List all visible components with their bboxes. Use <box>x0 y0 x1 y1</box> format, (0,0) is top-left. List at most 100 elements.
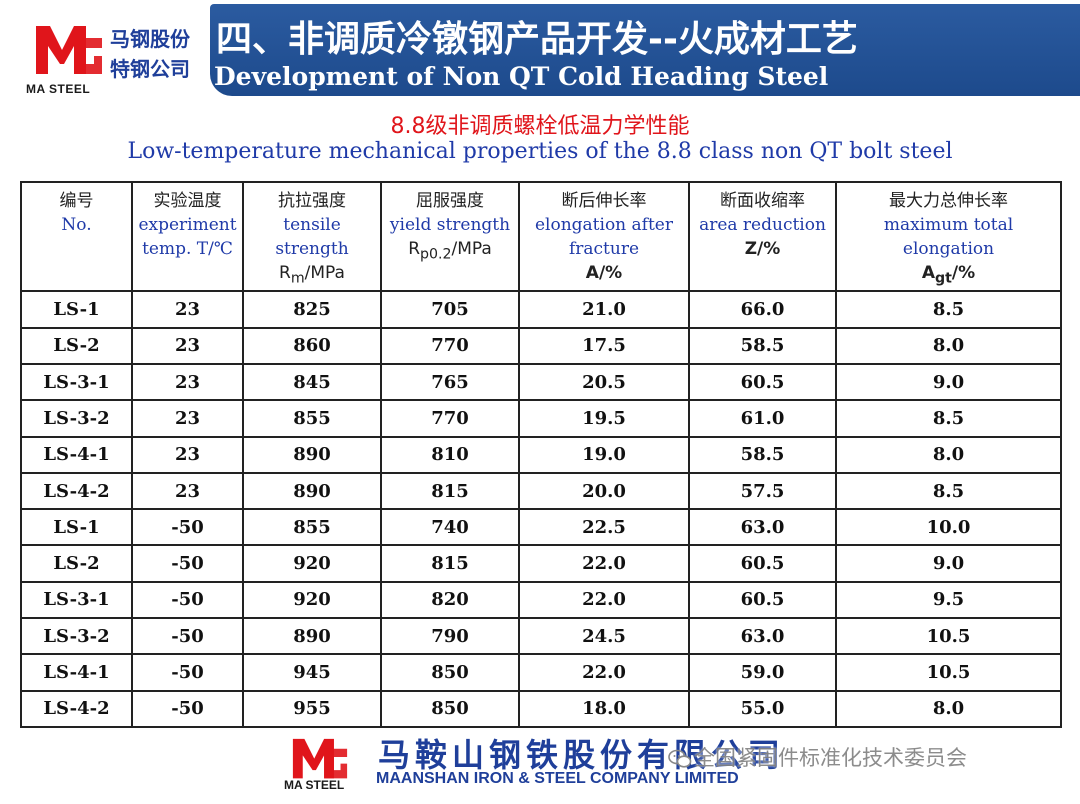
company-logo: MA STEEL 马钢股份 特钢公司 <box>22 14 212 96</box>
cell-total-elongation: 9.5 <box>835 580 1062 620</box>
cell-elongation: 22.0 <box>518 653 690 692</box>
cell-tensile: 920 <box>242 544 382 583</box>
cell-no: LS-1 <box>20 290 133 329</box>
cell-no: LS-1 <box>20 508 133 547</box>
cell-yield: 810 <box>380 435 520 474</box>
cell-temp: -50 <box>131 653 244 692</box>
cell-yield: 705 <box>380 290 520 329</box>
footer-company-en: MAANSHAN IRON & STEEL COMPANY LIMITED <box>376 770 739 787</box>
cell-area-reduction: 63.0 <box>688 508 837 547</box>
cell-no: LS-4-2 <box>20 689 133 728</box>
page-title: 四、非调质冷镦钢产品开发--火成材工艺 <box>216 19 858 60</box>
cell-yield: 815 <box>380 544 520 583</box>
cell-total-elongation: 10.5 <box>835 653 1062 692</box>
cell-total-elongation: 8.0 <box>835 689 1062 728</box>
table-row: LS-2 23 860 770 17.5 58.5 8.0 <box>20 326 1062 365</box>
cell-total-elongation: 10.5 <box>835 617 1062 656</box>
cell-yield: 815 <box>380 471 520 511</box>
cell-total-elongation: 9.0 <box>835 544 1062 583</box>
page-title-en: Development of Non QT Cold Heading Steel <box>214 62 829 91</box>
cell-no: LS-4-1 <box>20 435 133 474</box>
table-row: LS-1 -50 855 740 22.5 63.0 10.0 <box>20 508 1062 547</box>
table-row: LS-2 -50 920 815 22.0 60.5 9.0 <box>20 544 1062 583</box>
cell-area-reduction: 60.5 <box>688 362 837 402</box>
column-header-total-elongation: 最大力总伸长率 maximum total elongation Agt/% <box>835 180 1062 293</box>
logo-cn-line1: 马钢股份 <box>110 27 190 51</box>
cell-no: LS-2 <box>20 544 133 583</box>
masteel-logo-icon <box>36 26 102 74</box>
cell-no: LS-3-2 <box>20 617 133 656</box>
table-row: LS-4-2 -50 955 850 18.0 55.0 8.0 <box>20 689 1062 728</box>
cell-yield: 790 <box>380 617 520 656</box>
logo-en-text: MA STEEL <box>26 82 91 96</box>
cell-tensile: 855 <box>242 399 382 438</box>
cell-temp: 23 <box>131 399 244 438</box>
table-row: LS-3-2 23 855 770 19.5 61.0 8.5 <box>20 399 1062 438</box>
cell-no: LS-4-1 <box>20 653 133 692</box>
column-header-no: 编号 No. <box>20 180 133 293</box>
cell-elongation: 24.5 <box>518 617 690 656</box>
cell-temp: -50 <box>131 544 244 583</box>
cell-area-reduction: 58.5 <box>688 435 837 474</box>
cell-yield: 765 <box>380 362 520 402</box>
cell-temp: -50 <box>131 508 244 547</box>
cell-elongation: 19.5 <box>518 399 690 438</box>
table-row: LS-3-1 23 845 765 20.5 60.5 9.0 <box>20 362 1062 402</box>
cell-tensile: 890 <box>242 617 382 656</box>
cell-elongation: 21.0 <box>518 290 690 329</box>
cell-elongation: 17.5 <box>518 326 690 365</box>
column-header-yield: 屈服强度 yield strength Rp0.2/MPa <box>380 180 520 293</box>
cell-temp: 23 <box>131 362 244 402</box>
logo-cn-text: 马钢股份 特钢公司 <box>110 24 190 84</box>
table-row: LS-3-2 -50 890 790 24.5 63.0 10.5 <box>20 617 1062 656</box>
column-header-area-reduction: 断面收缩率 area reduction Z/% <box>688 180 837 293</box>
cell-tensile: 855 <box>242 508 382 547</box>
column-header-temp: 实验温度 experiment temp. T/℃ <box>131 180 244 293</box>
cell-no: LS-3-1 <box>20 362 133 402</box>
cell-tensile: 890 <box>242 435 382 474</box>
cell-temp: -50 <box>131 617 244 656</box>
cell-temp: 23 <box>131 435 244 474</box>
cell-temp: 23 <box>131 326 244 365</box>
cell-no: LS-4-2 <box>20 471 133 511</box>
cell-area-reduction: 66.0 <box>688 290 837 329</box>
footer-logo-en: MA STEEL <box>284 778 345 792</box>
cell-total-elongation: 8.5 <box>835 471 1062 511</box>
cell-total-elongation: 8.0 <box>835 326 1062 365</box>
cell-yield: 850 <box>380 689 520 728</box>
table-row: LS-3-1 -50 920 820 22.0 60.5 9.5 <box>20 580 1062 620</box>
table-row: LS-4-2 23 890 815 20.0 57.5 8.5 <box>20 471 1062 511</box>
cell-yield: 770 <box>380 399 520 438</box>
table-row: LS-4-1 -50 945 850 22.0 59.0 10.5 <box>20 653 1062 692</box>
title-banner: 四、非调质冷镦钢产品开发--火成材工艺 Development of Non Q… <box>210 4 1080 96</box>
wechat-icon <box>668 749 692 768</box>
cell-elongation: 22.0 <box>518 580 690 620</box>
cell-area-reduction: 59.0 <box>688 653 837 692</box>
cell-yield: 820 <box>380 580 520 620</box>
cell-elongation: 20.0 <box>518 471 690 511</box>
cell-total-elongation: 9.0 <box>835 362 1062 402</box>
cell-elongation: 20.5 <box>518 362 690 402</box>
cell-no: LS-3-2 <box>20 399 133 438</box>
cell-tensile: 845 <box>242 362 382 402</box>
cell-temp: 23 <box>131 471 244 511</box>
cell-yield: 770 <box>380 326 520 365</box>
table-caption-en: Low-temperature mechanical properties of… <box>127 139 953 164</box>
cell-area-reduction: 60.5 <box>688 580 837 620</box>
cell-temp: -50 <box>131 580 244 620</box>
table-row: LS-4-1 23 890 810 19.0 58.5 8.0 <box>20 435 1062 474</box>
cell-yield: 850 <box>380 653 520 692</box>
cell-tensile: 860 <box>242 326 382 365</box>
cell-elongation: 19.0 <box>518 435 690 474</box>
cell-temp: -50 <box>131 689 244 728</box>
watermark: 全国紧固件标准化技术委员会 <box>668 742 967 772</box>
cell-tensile: 825 <box>242 290 382 329</box>
cell-yield: 740 <box>380 508 520 547</box>
cell-tensile: 945 <box>242 653 382 692</box>
cell-no: LS-2 <box>20 326 133 365</box>
masteel-footer-logo-icon <box>292 738 348 779</box>
cell-area-reduction: 61.0 <box>688 399 837 438</box>
cell-no: LS-3-1 <box>20 580 133 620</box>
cell-total-elongation: 8.0 <box>835 435 1062 474</box>
cell-area-reduction: 63.0 <box>688 617 837 656</box>
